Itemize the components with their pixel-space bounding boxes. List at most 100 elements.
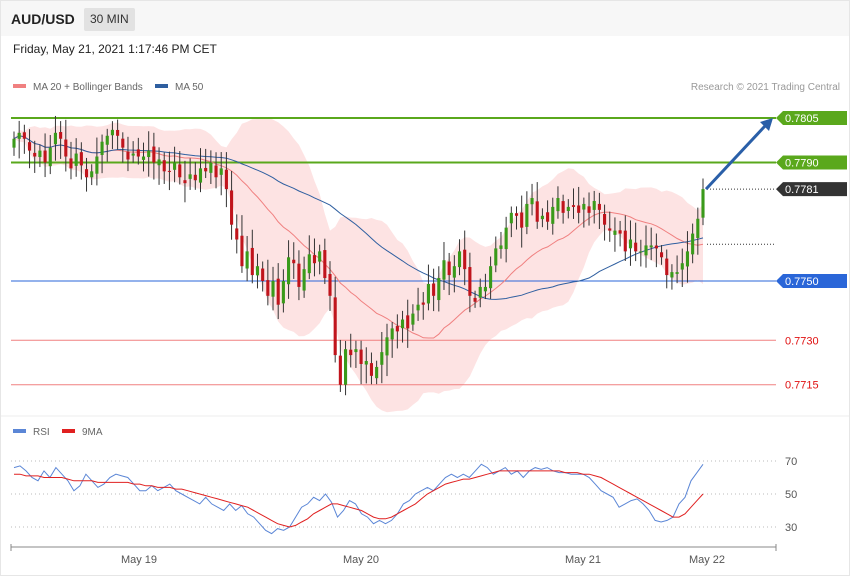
candle-down [121, 138, 125, 148]
candle-up [219, 168, 223, 175]
candle-down [230, 190, 234, 225]
rsi-tick-label: 50 [785, 489, 797, 501]
candle-down [116, 129, 120, 136]
candle-up [141, 156, 146, 160]
candle-down [608, 228, 612, 231]
candle-down [577, 205, 581, 213]
candle-up [670, 272, 674, 278]
candle-down [33, 152, 37, 157]
candle-down [292, 259, 296, 264]
candle-down [338, 355, 342, 385]
candle-down [126, 151, 130, 160]
candle-up [209, 162, 213, 173]
candle-up [390, 328, 394, 340]
candle-down [546, 212, 550, 222]
candle-down [328, 273, 332, 296]
candle-down [240, 235, 244, 267]
candle-up [442, 260, 446, 280]
candle-up [95, 156, 99, 174]
candle-down [27, 142, 32, 151]
candle-up [131, 153, 135, 156]
candle-down [432, 283, 436, 296]
candle-up [452, 266, 456, 278]
candle-up [53, 132, 57, 145]
ma9-legend-swatch [62, 429, 75, 433]
candle-down [468, 267, 472, 296]
candle-up [556, 198, 560, 212]
candle-down [514, 213, 519, 216]
ma20-legend-label: MA 20 + Bollinger Bands [33, 82, 143, 93]
candle-down [204, 167, 208, 172]
candle-up [675, 272, 679, 274]
resistance-label: 0.7790 [785, 157, 819, 169]
candle-up [74, 153, 78, 166]
candle-up [592, 200, 596, 210]
candle-down [266, 280, 270, 296]
candle-down [224, 169, 228, 190]
support-label: 0.7715 [785, 380, 819, 392]
candle-down [136, 149, 140, 157]
candle-down [535, 201, 539, 222]
candle-down [297, 263, 301, 287]
candle-up [639, 251, 643, 253]
candle-down [167, 170, 171, 172]
candle-up [582, 203, 586, 210]
candle-up [540, 215, 544, 220]
candle-up [385, 337, 389, 356]
candle-down [520, 212, 524, 228]
candle-down [603, 213, 607, 225]
candle-down [634, 242, 638, 252]
candle-down [654, 245, 658, 249]
candle-up [494, 248, 498, 266]
ma9-legend-label: 9MA [82, 427, 103, 438]
candle-up [287, 257, 291, 285]
candle-up [696, 218, 700, 239]
candle-up [499, 245, 503, 249]
candle-up [551, 206, 555, 224]
ma20-legend-swatch [13, 84, 26, 88]
candle-down [193, 174, 197, 181]
candle-down [665, 258, 669, 276]
timeframe-badge[interactable]: 30 MIN [84, 8, 135, 31]
ma50-legend-swatch [155, 84, 168, 88]
candle-up [157, 159, 161, 166]
research-credit: Research © 2021 Trading Central [691, 82, 840, 93]
candle-down [214, 165, 218, 178]
candle-down [369, 363, 374, 376]
candle-up [509, 212, 513, 224]
candle-down [250, 247, 254, 276]
ma50-legend-label: MA 50 [175, 82, 204, 93]
candle-down [235, 228, 239, 240]
candle-up [530, 198, 534, 205]
candle-up [478, 286, 482, 298]
chart-header: AUD/USD 30 MIN [1, 1, 849, 36]
target-arrow-head [760, 118, 773, 131]
candle-up [375, 366, 379, 379]
candle-up [644, 245, 648, 256]
candle-up [100, 141, 104, 155]
candle-down [43, 150, 47, 163]
candle-up [343, 349, 348, 385]
current-price-tag [776, 182, 847, 197]
candle-down [312, 255, 317, 264]
candle-up [613, 230, 617, 235]
candle-up [198, 168, 203, 183]
candle-up [364, 361, 368, 365]
candle-up [281, 281, 285, 304]
target-arrow [704, 124, 767, 191]
candle-down [660, 252, 664, 258]
candle-up [426, 283, 430, 304]
current-price-label: 0.7781 [785, 184, 819, 196]
candle-up [457, 251, 462, 268]
rsi-ma9-line [14, 470, 704, 528]
candle-down [623, 230, 627, 252]
support-label: 0.7730 [785, 335, 819, 347]
candle-up [255, 266, 260, 276]
candle-down [333, 297, 337, 356]
candle-up [525, 203, 529, 227]
rsi-tick-label: 30 [785, 522, 797, 534]
candle-up [566, 206, 570, 211]
candle-up [271, 281, 275, 297]
candle-up [685, 251, 690, 267]
